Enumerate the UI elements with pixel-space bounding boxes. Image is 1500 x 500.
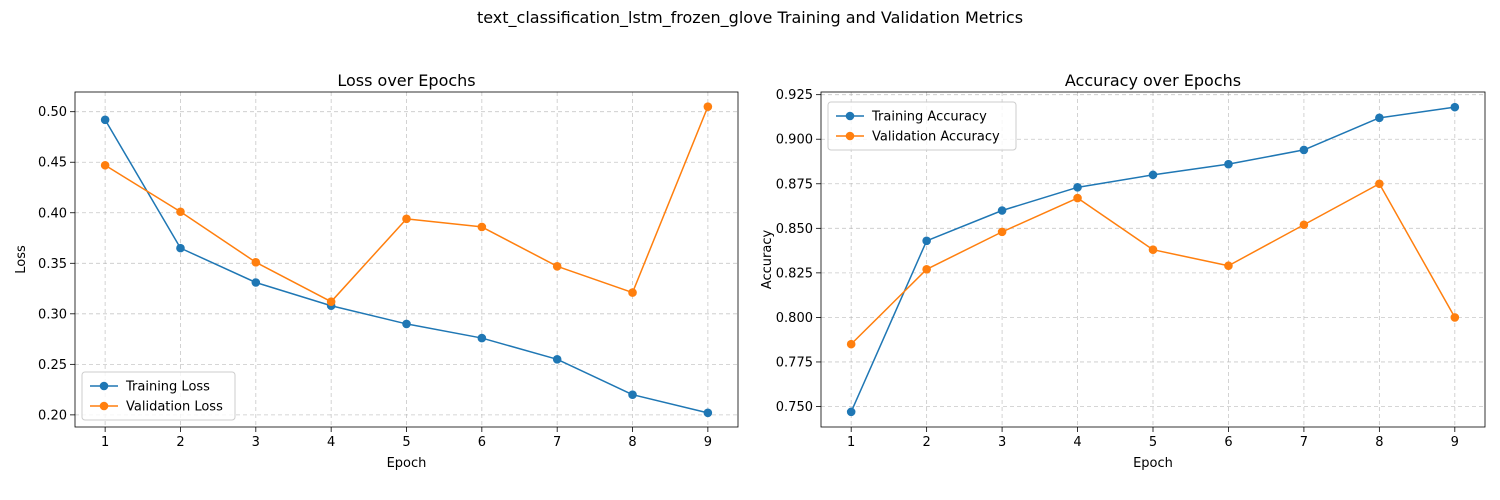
loss-x-tick-label-5: 6 bbox=[478, 435, 486, 450]
loss-series-1-point-0 bbox=[100, 160, 110, 170]
loss-series-0-point-0 bbox=[100, 115, 110, 125]
accuracy-series-1-point-1 bbox=[922, 265, 931, 274]
loss-series-0-point-2 bbox=[251, 278, 261, 287]
loss-x-tick-label-6: 7 bbox=[553, 435, 561, 450]
accuracy-x-axis-label: Epoch bbox=[1133, 456, 1173, 471]
accuracy-legend-marker-0 bbox=[845, 111, 855, 121]
loss-legend-label-1: Validation Loss bbox=[126, 400, 223, 415]
accuracy-legend-label-1: Validation Accuracy bbox=[872, 130, 1000, 145]
accuracy-series-0-point-2 bbox=[997, 206, 1007, 215]
accuracy-series-0-point-7 bbox=[1375, 113, 1384, 123]
loss-y-tick-label-2: 0.30 bbox=[38, 307, 67, 322]
accuracy-series-1-point-2 bbox=[997, 227, 1007, 237]
accuracy-x-tick-label-3: 4 bbox=[1073, 435, 1081, 450]
loss-legend-box bbox=[81, 371, 236, 421]
accuracy-legend: Training Accuracy Validation Accuracy bbox=[827, 101, 1017, 151]
accuracy-series-1-point-5 bbox=[1224, 261, 1233, 271]
loss-series-1-point-5 bbox=[477, 222, 487, 232]
accuracy-y-tick-label-0: 0.750 bbox=[776, 400, 813, 415]
accuracy-x-tick-label-5: 6 bbox=[1224, 435, 1232, 450]
loss-x-tick-label-8: 9 bbox=[704, 435, 712, 450]
accuracy-y-tick-label-3: 0.825 bbox=[776, 266, 813, 281]
loss-legend-marker-1 bbox=[99, 401, 109, 411]
accuracy-series-1-point-0 bbox=[846, 339, 856, 349]
loss-y-tick-label-4: 0.40 bbox=[38, 206, 67, 221]
loss-y-tick-label-1: 0.25 bbox=[38, 358, 67, 373]
loss-y-tick-label-5: 0.45 bbox=[38, 156, 67, 171]
loss-series-0-point-1 bbox=[176, 243, 185, 253]
accuracy-series-0-point-8 bbox=[1450, 102, 1460, 112]
loss-x-tick-label-0: 1 bbox=[101, 435, 109, 450]
loss-legend: Training Loss Validation Loss bbox=[81, 371, 236, 421]
accuracy-series-0-point-6 bbox=[1299, 145, 1309, 155]
accuracy-x-tick-label-1: 2 bbox=[922, 435, 930, 450]
accuracy-series-1-point-3 bbox=[1073, 193, 1082, 203]
accuracy-y-axis-label: Accuracy bbox=[760, 230, 775, 290]
loss-series-1-point-1 bbox=[176, 207, 185, 217]
accuracy-chart-title: Accuracy over Epochs bbox=[1065, 71, 1241, 90]
accuracy-series-0-point-3 bbox=[1073, 183, 1082, 192]
loss-x-axis-label: Epoch bbox=[387, 456, 427, 471]
loss-series-1-point-2 bbox=[251, 257, 261, 267]
accuracy-y-tick-label-6: 0.900 bbox=[776, 133, 813, 148]
accuracy-y-tick-label-1: 0.775 bbox=[776, 355, 813, 370]
accuracy-legend-box bbox=[827, 101, 1017, 151]
loss-x-tick-label-7: 8 bbox=[628, 435, 636, 450]
loss-series-1-point-4 bbox=[402, 214, 411, 224]
accuracy-y-tick-label-4: 0.850 bbox=[776, 222, 813, 237]
accuracy-series-1-point-7 bbox=[1375, 179, 1384, 189]
loss-series-0-point-8 bbox=[703, 408, 713, 418]
accuracy-series-1-point-4 bbox=[1148, 245, 1158, 254]
loss-series-0-point-5 bbox=[477, 333, 487, 343]
loss-x-tick-label-1: 2 bbox=[176, 435, 184, 450]
loss-series-0-point-4 bbox=[402, 319, 411, 329]
accuracy-y-tick-label-7: 0.925 bbox=[776, 88, 813, 103]
accuracy-series-0-point-0 bbox=[846, 407, 856, 417]
accuracy-legend-label-0: Training Accuracy bbox=[871, 110, 987, 125]
accuracy-x-tick-label-2: 3 bbox=[998, 435, 1006, 450]
accuracy-series-0-point-4 bbox=[1148, 170, 1158, 180]
loss-x-tick-label-4: 5 bbox=[402, 435, 410, 450]
loss-y-axis-label: Loss bbox=[14, 245, 29, 274]
loss-series-1-point-3 bbox=[326, 297, 336, 306]
accuracy-x-tick-label-7: 8 bbox=[1375, 435, 1383, 450]
accuracy-x-tick-label-0: 1 bbox=[847, 435, 855, 450]
accuracy-y-tick-label-2: 0.800 bbox=[776, 311, 813, 326]
loss-series-1-point-6 bbox=[552, 262, 562, 271]
loss-series-0-point-6 bbox=[552, 354, 562, 364]
loss-y-tick-label-3: 0.35 bbox=[38, 257, 67, 272]
accuracy-x-tick-label-4: 5 bbox=[1149, 435, 1157, 450]
accuracy-panel: 1 2 3 4 5 6 7 8 9 0.750 0.775 0.800 0.825 0.850 0.875 0… bbox=[760, 71, 1486, 471]
accuracy-x-tick-label-8: 9 bbox=[1451, 435, 1459, 450]
accuracy-x-tick-label-6: 7 bbox=[1300, 435, 1308, 450]
loss-series-0-point-7 bbox=[628, 390, 637, 399]
accuracy-y-tick-label-5: 0.875 bbox=[776, 177, 813, 192]
loss-legend-marker-0 bbox=[99, 381, 109, 391]
figure-title: text_classification_lstm_frozen_glove Tr… bbox=[477, 8, 1023, 28]
accuracy-series-1-point-8 bbox=[1450, 313, 1460, 322]
loss-chart-title: Loss over Epochs bbox=[337, 71, 475, 90]
accuracy-series-1-point-6 bbox=[1299, 220, 1309, 230]
loss-y-tick-label-6: 0.50 bbox=[38, 105, 67, 120]
loss-series-1-point-7 bbox=[628, 288, 637, 297]
accuracy-legend-marker-1 bbox=[845, 131, 855, 141]
loss-legend-label-0: Training Loss bbox=[125, 380, 210, 395]
loss-x-tick-label-3: 4 bbox=[327, 435, 335, 450]
accuracy-series-0-point-5 bbox=[1224, 159, 1233, 169]
accuracy-series-0-point-1 bbox=[922, 236, 931, 246]
loss-x-tick-label-2: 3 bbox=[252, 435, 260, 450]
loss-series-1-point-8 bbox=[703, 102, 713, 111]
loss-panel: 1 2 3 4 5 6 7 8 9 0.20 0.25 0.30 0.35 0.40 0.45 0.50 Los… bbox=[14, 71, 739, 471]
loss-y-tick-label-0: 0.20 bbox=[38, 408, 67, 423]
